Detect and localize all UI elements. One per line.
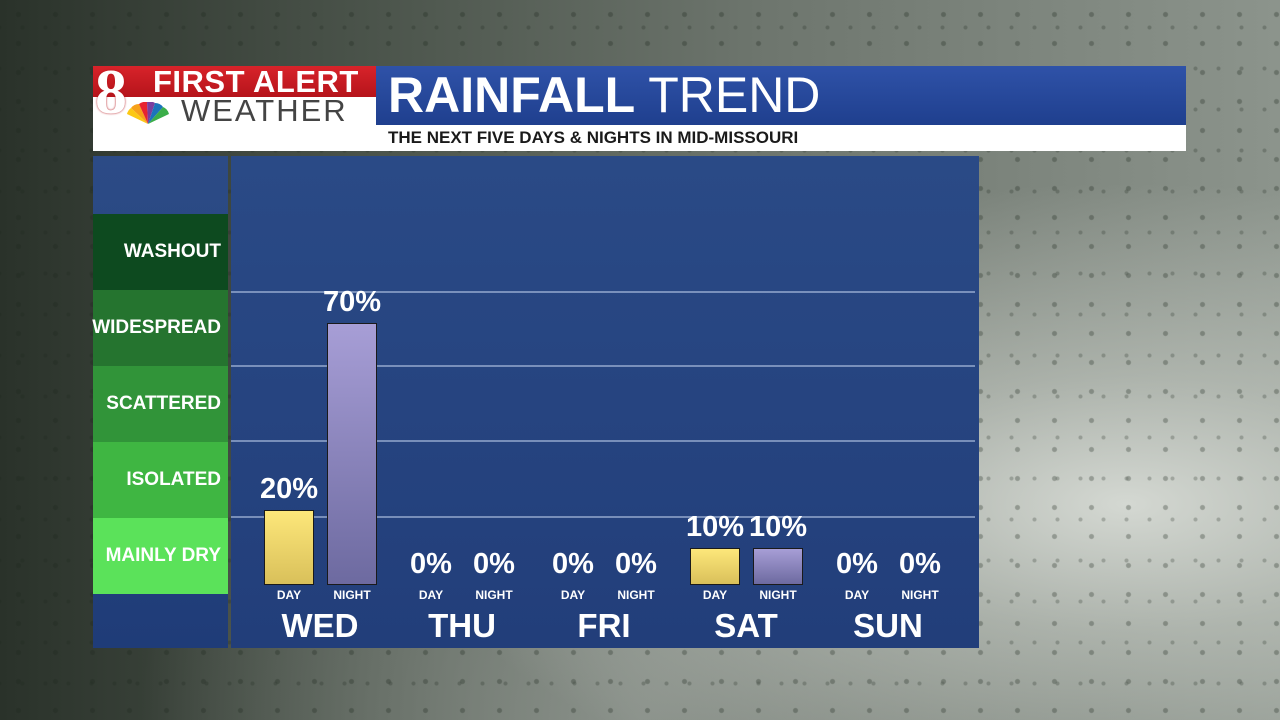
value-label-sat-night: 10%: [748, 510, 808, 543]
gridline: [231, 516, 975, 518]
value-label-sun-day: 0%: [836, 548, 878, 580]
page-title: RAINFALL TREND: [388, 66, 820, 125]
sub-label-night: NIGHT: [475, 588, 513, 602]
value-label-wed-day: 20%: [259, 473, 319, 505]
category-label-sun: SUN: [853, 607, 923, 644]
legend-isolated: ISOLATED: [93, 442, 228, 518]
title-bold: RAINFALL: [388, 67, 636, 123]
value-label-fri-night: 0%: [615, 548, 657, 580]
sub-label-day: DAY: [276, 588, 302, 602]
sub-label-day: DAY: [702, 588, 728, 602]
value-label-fri-day: 0%: [552, 548, 594, 580]
page-subtitle: THE NEXT FIVE DAYS & NIGHTS IN MID-MISSO…: [388, 128, 799, 147]
value-label-sat-day: 10%: [685, 510, 745, 543]
bar-sat-day: [690, 547, 740, 585]
gridline: [231, 365, 975, 367]
sub-label-night: NIGHT: [901, 588, 939, 602]
sub-label-night: NIGHT: [759, 588, 797, 602]
intensity-legend: WASHOUT WIDESPREAD SCATTERED ISOLATED MA…: [92, 156, 228, 648]
chart-plot-area: 20% DAY 70% NIGHT WED 0% DAY 0% NIGHT THU 0% DAY 0% N…: [231, 156, 979, 648]
sub-label-day: DAY: [844, 588, 870, 602]
title-light: TREND: [648, 67, 821, 123]
bar-wed-night: [327, 322, 377, 585]
logo-first-alert: FIRST ALERT: [153, 66, 359, 99]
legend-washout: WASHOUT: [93, 214, 228, 290]
category-label-fri: FRI: [577, 607, 631, 644]
peacock-icon: [127, 102, 169, 124]
value-label-sun-night: 0%: [899, 548, 941, 580]
gridline: [231, 291, 975, 293]
gridline: [231, 440, 975, 442]
legend-widespread: WIDESPREAD: [92, 290, 228, 366]
category-label-sat: SAT: [714, 607, 778, 644]
category-label-wed: WED: [281, 607, 359, 644]
logo-weather: WEATHER: [181, 93, 348, 125]
sub-label-day: DAY: [560, 588, 586, 602]
sub-label-night: NIGHT: [333, 588, 371, 602]
sub-label-day: DAY: [418, 588, 444, 602]
value-label-thu-day: 0%: [410, 548, 452, 580]
value-label-wed-night: 70%: [322, 285, 382, 318]
value-label-thu-night: 0%: [473, 548, 515, 580]
logo-red-band: [93, 66, 376, 97]
bar-sat-night: [753, 547, 803, 585]
legend-mainly-dry: MAINLY DRY: [93, 518, 228, 594]
station-logo: 8 FIRST ALERT WEATHER: [93, 66, 376, 125]
logo-number: 8: [95, 66, 127, 125]
bar-wed-day: [264, 510, 314, 585]
category-label-thu: THU: [428, 607, 496, 644]
legend-scattered: SCATTERED: [93, 366, 228, 442]
sub-label-night: NIGHT: [617, 588, 655, 602]
subtitle-bar: [93, 125, 1186, 151]
